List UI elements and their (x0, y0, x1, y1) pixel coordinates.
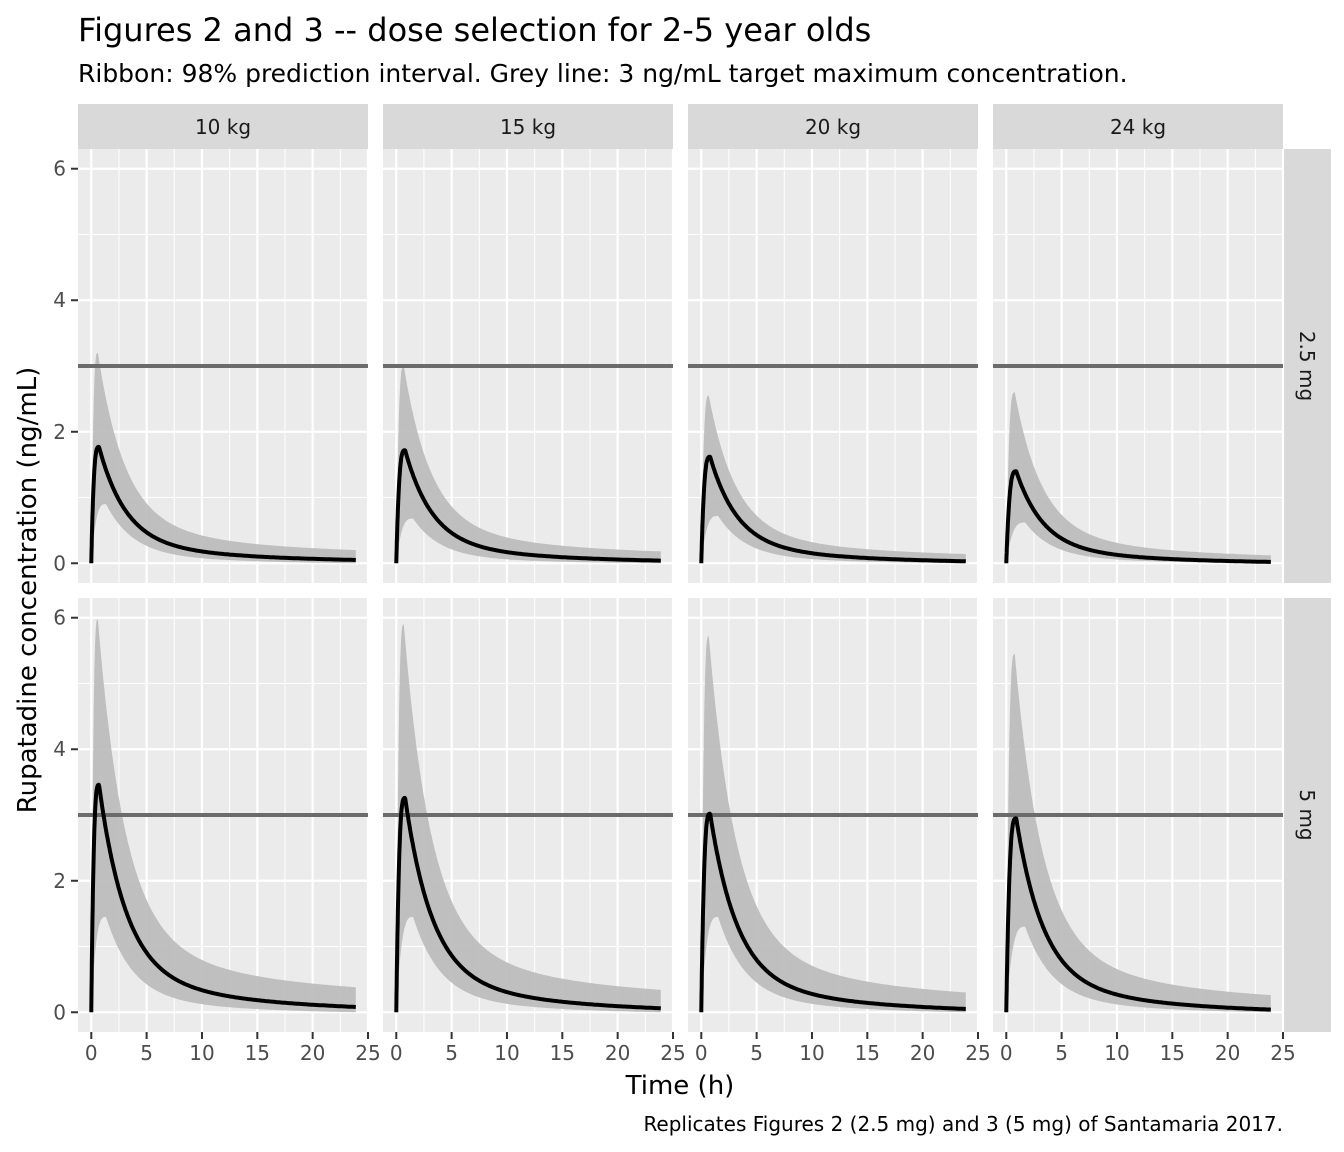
chart-caption: Replicates Figures 2 (2.5 mg) and 3 (5 m… (643, 1112, 1283, 1136)
median-concentration-line (394, 795, 662, 1013)
facet-strip-column-label: 24 kg (1110, 115, 1166, 139)
y-axis-tick-label: 4 (53, 737, 66, 761)
x-axis-tick-label: 10 (494, 1041, 519, 1065)
x-axis-tick-label: 10 (1104, 1041, 1129, 1065)
facet-strip-column (383, 104, 673, 149)
x-axis-tick-label: 10 (189, 1041, 214, 1065)
x-axis-tick-label: 20 (300, 1041, 325, 1065)
chart-subtitle: Ribbon: 98% prediction interval. Grey li… (78, 59, 1128, 88)
x-axis-tick-label: 5 (1055, 1041, 1068, 1065)
facet-panel (688, 149, 980, 583)
x-axis-tick-label: 20 (605, 1041, 630, 1065)
x-axis-tick-label: 25 (965, 1041, 990, 1065)
facet-strip-column-label: 20 kg (805, 115, 861, 139)
facet-strip-column (78, 104, 368, 149)
x-axis-tick-label: 15 (1160, 1041, 1185, 1065)
x-axis-title: Time (h) (625, 1071, 735, 1101)
y-axis-title: Rupatadine concentration (ng/mL) (13, 367, 43, 814)
y-axis-tick-label: 0 (53, 551, 66, 575)
facet-panel (993, 149, 1285, 583)
y-axis-tick-label: 0 (53, 1000, 66, 1024)
x-axis-tick-label: 20 (910, 1041, 935, 1065)
median-concentration-line (89, 782, 357, 1013)
median-concentration-line (394, 448, 662, 564)
median-concentration-line (699, 454, 967, 564)
x-axis-tick-label: 15 (550, 1041, 575, 1065)
y-axis-tick-label: 4 (53, 288, 66, 312)
x-axis-tick-label: 0 (1000, 1041, 1013, 1065)
facet-panel (78, 598, 370, 1032)
facet-panel (688, 598, 980, 1032)
median-concentration-line (699, 811, 967, 1013)
facet-panel (383, 598, 675, 1032)
chart-title: Figures 2 and 3 -- dose selection for 2-… (78, 11, 871, 49)
facet-strip-column-label: 15 kg (500, 115, 556, 139)
x-axis-tick-label: 15 (855, 1041, 880, 1065)
x-axis-tick-label: 25 (355, 1041, 380, 1065)
y-axis-tick-label: 6 (53, 157, 66, 181)
x-axis-tick-label: 5 (445, 1041, 458, 1065)
facet-strip-column-label: 10 kg (195, 115, 251, 139)
median-concentration-line (89, 444, 357, 564)
facet-strip-row-label: 2.5 mg (1295, 331, 1319, 401)
facet-panels: 10 kg 15 kg 20 kg 24 kg 2.5 mg 5 mg 0 2 4 6 0 2 4 6 0 5… (53, 104, 1331, 1065)
facet-strip-column (993, 104, 1283, 149)
median-concentration-line (1004, 816, 1272, 1013)
facet-panel (78, 149, 370, 583)
facet-strip-row-label: 5 mg (1295, 789, 1319, 840)
x-axis-tick-label: 10 (799, 1041, 824, 1065)
y-axis-tick-label: 6 (53, 606, 66, 630)
x-axis-tick-label: 0 (390, 1041, 403, 1065)
facet-strip-column (688, 104, 978, 149)
facet-strip-row (1283, 598, 1331, 1032)
facet-strip-row (1283, 149, 1331, 583)
y-axis-tick-label: 2 (53, 420, 66, 444)
x-axis-tick-label: 25 (660, 1041, 685, 1065)
x-axis-tick-label: 20 (1215, 1041, 1240, 1065)
x-axis-tick-label: 5 (750, 1041, 763, 1065)
x-axis-tick-label: 0 (695, 1041, 708, 1065)
y-axis-tick-label: 2 (53, 869, 66, 893)
facet-panel (993, 598, 1285, 1032)
x-axis-tick-label: 25 (1270, 1041, 1295, 1065)
facet-panel (383, 149, 675, 583)
x-axis-tick-label: 15 (245, 1041, 270, 1065)
x-axis-tick-label: 0 (85, 1041, 98, 1065)
x-axis-tick-label: 5 (140, 1041, 153, 1065)
median-concentration-line (1004, 469, 1272, 565)
